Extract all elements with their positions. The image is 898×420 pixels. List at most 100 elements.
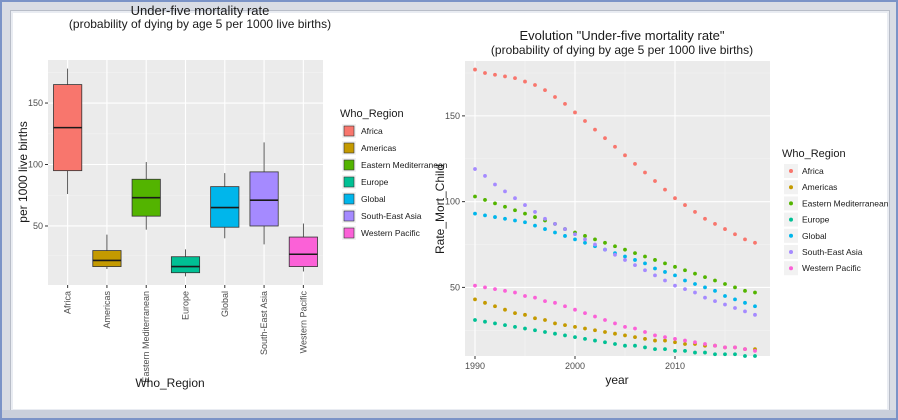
legend-swatch-global bbox=[343, 193, 355, 205]
point-south-east-asia bbox=[713, 299, 717, 304]
point-europe bbox=[703, 350, 707, 355]
point-western-pacific bbox=[583, 311, 587, 316]
point-western-pacific bbox=[633, 326, 637, 331]
point-africa bbox=[553, 95, 557, 99]
box-chart-x-label: Who_Region bbox=[135, 376, 204, 390]
boxplot-chart: Under-five mortality rate (probability o… bbox=[16, 3, 448, 390]
point-western-pacific bbox=[713, 343, 717, 348]
point-eastern-mediterranean bbox=[523, 211, 527, 216]
point-americas bbox=[583, 326, 587, 331]
point-europe bbox=[503, 323, 507, 328]
scatter-chart-legend: Africa Americas Eastern Mediterranean Europ… bbox=[784, 164, 889, 276]
point-americas bbox=[613, 331, 617, 336]
point-south-east-asia bbox=[743, 309, 747, 314]
scatter-legend-title: Who_Region bbox=[782, 148, 846, 160]
point-europe bbox=[753, 354, 757, 358]
point-europe bbox=[563, 333, 567, 338]
window-bottom-strip bbox=[2, 410, 896, 418]
point-eastern-mediterranean bbox=[683, 268, 687, 273]
point-europe bbox=[493, 321, 497, 326]
point-global bbox=[483, 213, 487, 218]
point-global bbox=[663, 270, 667, 274]
point-africa bbox=[733, 232, 737, 237]
scatter-chart-x-label: year bbox=[605, 373, 628, 387]
point-europe bbox=[573, 335, 577, 340]
point-south-east-asia bbox=[753, 312, 757, 317]
scatter-chart-y-ticks: 50 100 150 bbox=[445, 111, 465, 292]
point-south-east-asia bbox=[683, 287, 687, 292]
legend-point-south-east-asia bbox=[789, 250, 793, 254]
point-south-east-asia bbox=[473, 167, 477, 171]
point-western-pacific bbox=[563, 304, 567, 309]
legend-label-western-pacific: Western Pacific bbox=[361, 228, 421, 238]
point-europe bbox=[523, 326, 527, 331]
point-global bbox=[543, 227, 547, 231]
point-global bbox=[673, 273, 677, 278]
point-europe bbox=[733, 352, 737, 357]
point-western-pacific bbox=[573, 307, 577, 312]
point-south-east-asia bbox=[723, 302, 727, 307]
point-global bbox=[533, 223, 537, 228]
point-global bbox=[573, 237, 577, 242]
legend-label-south-east-asia: South-East Asia bbox=[802, 247, 863, 257]
point-americas bbox=[513, 311, 517, 316]
point-eastern-mediterranean bbox=[513, 208, 517, 213]
point-africa bbox=[643, 170, 647, 175]
point-americas bbox=[503, 307, 507, 312]
point-europe bbox=[743, 354, 747, 358]
box-chart-y-label: per 1000 live births bbox=[16, 121, 30, 222]
legend-label-global: Global bbox=[361, 194, 386, 204]
x-tick-label: 1990 bbox=[465, 361, 485, 371]
point-africa bbox=[743, 237, 747, 242]
point-americas bbox=[563, 323, 567, 328]
point-africa bbox=[543, 88, 547, 93]
point-south-east-asia bbox=[603, 247, 607, 252]
point-south-east-asia bbox=[573, 232, 577, 237]
point-south-east-asia bbox=[733, 306, 737, 310]
point-global bbox=[523, 220, 527, 225]
point-global bbox=[643, 261, 647, 266]
point-africa bbox=[713, 222, 717, 226]
point-africa bbox=[703, 216, 707, 221]
point-south-east-asia bbox=[503, 189, 507, 194]
point-europe bbox=[623, 343, 627, 348]
point-south-east-asia bbox=[493, 182, 497, 187]
point-americas bbox=[483, 300, 487, 305]
y-tick-label: 100 bbox=[445, 197, 460, 207]
scatter-chart: Evolution "Under-five mortality rate" (p… bbox=[433, 28, 889, 387]
point-eastern-mediterranean bbox=[593, 237, 597, 242]
legend-label-western-pacific: Western Pacific bbox=[802, 263, 862, 273]
point-eastern-mediterranean bbox=[733, 285, 737, 290]
point-western-pacific bbox=[643, 330, 647, 334]
point-americas bbox=[493, 304, 497, 309]
x-tick-label: 2000 bbox=[565, 361, 585, 371]
point-western-pacific bbox=[473, 283, 477, 288]
point-americas bbox=[523, 312, 527, 317]
point-africa bbox=[503, 74, 507, 79]
point-europe bbox=[583, 336, 587, 341]
point-africa bbox=[683, 203, 687, 207]
legend-point-africa bbox=[789, 169, 793, 173]
point-americas bbox=[633, 335, 637, 340]
legend-label-americas: Americas bbox=[802, 182, 837, 192]
point-europe bbox=[673, 348, 677, 353]
x-tick-label-global: Global bbox=[220, 291, 230, 317]
point-africa bbox=[513, 76, 517, 81]
point-africa bbox=[623, 153, 627, 158]
legend-label-europe: Europe bbox=[361, 177, 389, 187]
point-africa bbox=[673, 196, 677, 201]
point-europe bbox=[613, 342, 617, 346]
point-global bbox=[683, 278, 687, 283]
box-chart-marks bbox=[53, 68, 318, 277]
point-eastern-mediterranean bbox=[693, 271, 697, 276]
point-global bbox=[653, 266, 657, 271]
point-americas bbox=[653, 338, 657, 343]
point-western-pacific bbox=[593, 314, 597, 319]
legend-label-africa: Africa bbox=[361, 126, 383, 136]
point-south-east-asia bbox=[533, 210, 537, 214]
point-africa bbox=[583, 119, 587, 123]
point-americas bbox=[593, 328, 597, 333]
point-western-pacific bbox=[723, 345, 727, 350]
point-europe bbox=[543, 330, 547, 334]
